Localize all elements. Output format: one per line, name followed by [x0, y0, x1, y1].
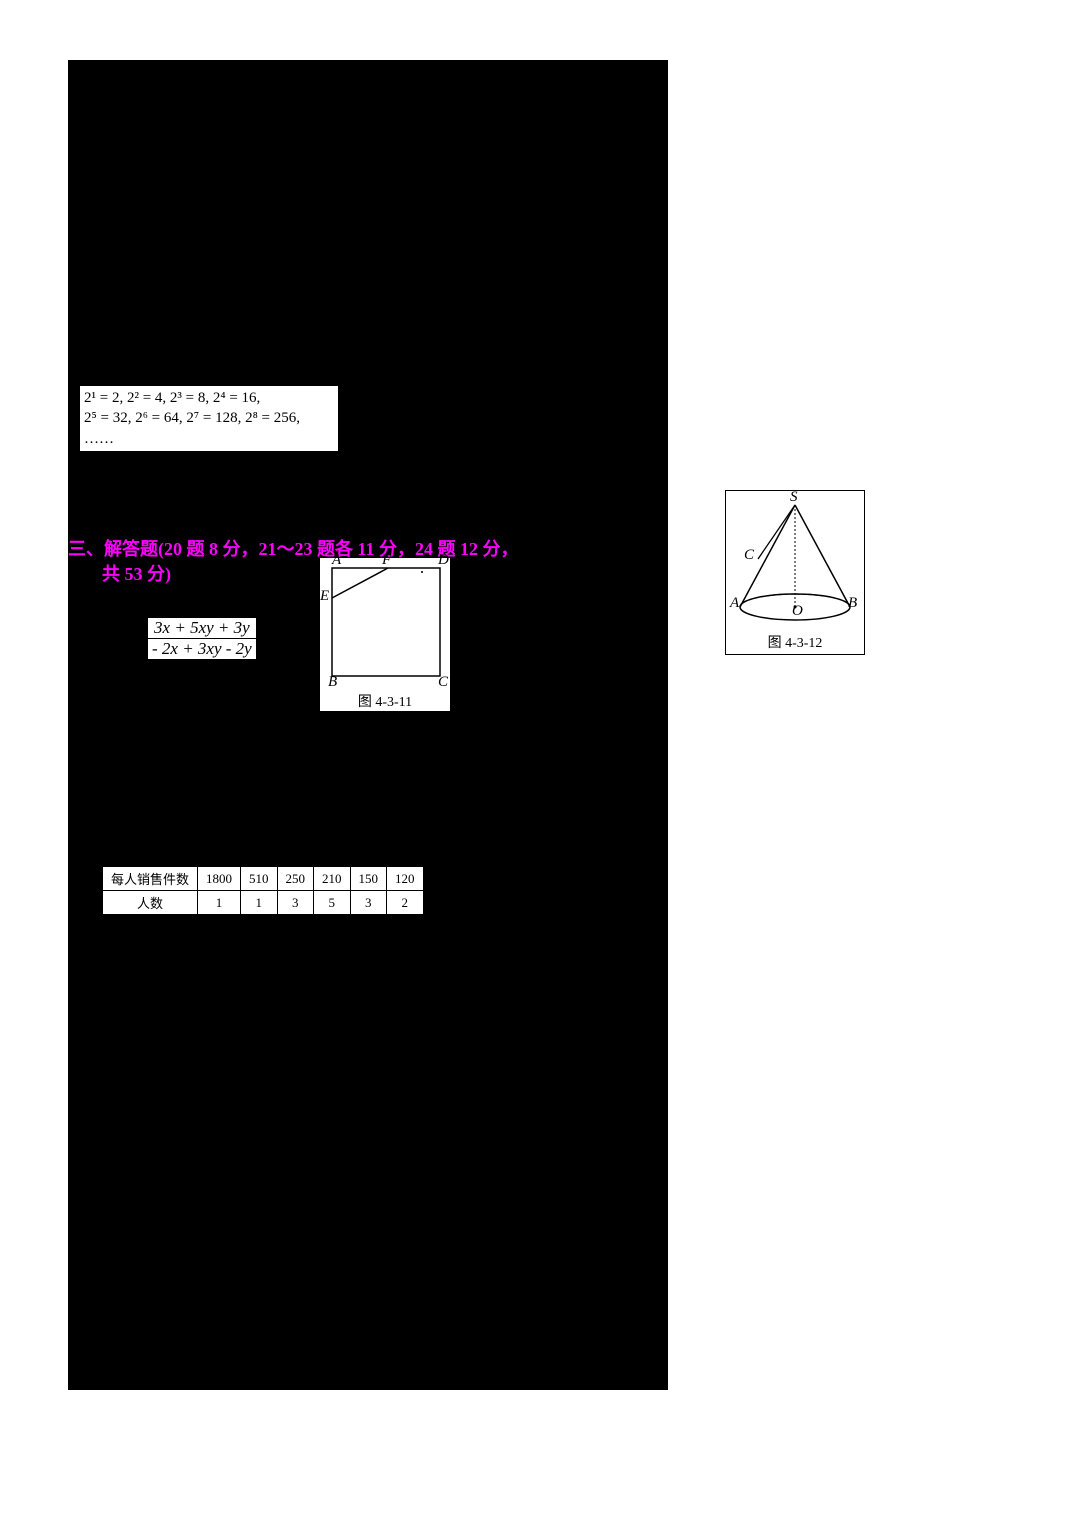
sales-table-header-row: 每人销售件数 1800 510 250 210 150 120: [103, 867, 424, 891]
cone-label-C: C: [744, 547, 754, 564]
r0c2: 1: [241, 891, 278, 915]
hdr-2: 510: [241, 867, 278, 891]
cone-label-S: S: [790, 489, 798, 506]
pow2-line3: ……: [84, 429, 334, 449]
label-E: E: [320, 588, 329, 605]
fig-4-3-11-caption: 图 4-3-11: [320, 691, 450, 711]
figure-4-3-11: A F D E B C 图 4-3-11: [320, 558, 450, 711]
hdr-3: 250: [277, 867, 314, 891]
hdr-1: 1800: [198, 867, 241, 891]
r0c0: 人数: [103, 891, 198, 915]
cone-label-A: A: [730, 595, 739, 612]
cone-label-O: O: [792, 603, 803, 620]
pow2-line1: 2¹ = 2, 2² = 4, 2³ = 8, 2⁴ = 16,: [84, 388, 334, 408]
hdr-6: 120: [387, 867, 424, 891]
r0c5: 3: [350, 891, 387, 915]
label-B: B: [328, 674, 337, 691]
r0c1: 1: [198, 891, 241, 915]
powers-of-two-box: 2¹ = 2, 2² = 4, 2³ = 8, 2⁴ = 16, 2⁵ = 32…: [80, 386, 338, 451]
r0c4: 5: [314, 891, 351, 915]
label-F: F: [382, 552, 391, 569]
section-heading-line2: 共 53 分): [102, 560, 171, 586]
label-A: A: [332, 552, 341, 569]
label-C: C: [438, 674, 448, 691]
label-D: D: [438, 552, 449, 569]
r0c3: 3: [277, 891, 314, 915]
sales-table: 每人销售件数 1800 510 250 210 150 120 人数 1 1 3…: [102, 866, 424, 915]
square-svg: [320, 558, 450, 688]
fig-4-3-12-caption: 图 4-3-12: [730, 632, 860, 652]
hdr-0: 每人销售件数: [103, 867, 198, 891]
section-heading-line1: 三、解答题(20 题 8 分，21～23 题各 11 分，24 题 12 分，: [68, 535, 519, 561]
r0c6: 2: [387, 891, 424, 915]
fraction-numerator: 3x + 5xy + 3y: [148, 618, 256, 639]
sales-table-row-0: 人数 1 1 3 5 3 2: [103, 891, 424, 915]
main-black-region: [68, 60, 668, 1390]
pow2-line2: 2⁵ = 32, 2⁶ = 64, 2⁷ = 128, 2⁸ = 256,: [84, 408, 334, 428]
hdr-4: 210: [314, 867, 351, 891]
fraction-expr: 3x + 5xy + 3y - 2x + 3xy - 2y: [148, 618, 256, 659]
fraction-denominator: - 2x + 3xy - 2y: [148, 639, 256, 659]
hdr-5: 150: [350, 867, 387, 891]
figure-4-3-12: S C A O B 图 4-3-12: [725, 490, 865, 655]
cone-label-B: B: [848, 595, 857, 612]
